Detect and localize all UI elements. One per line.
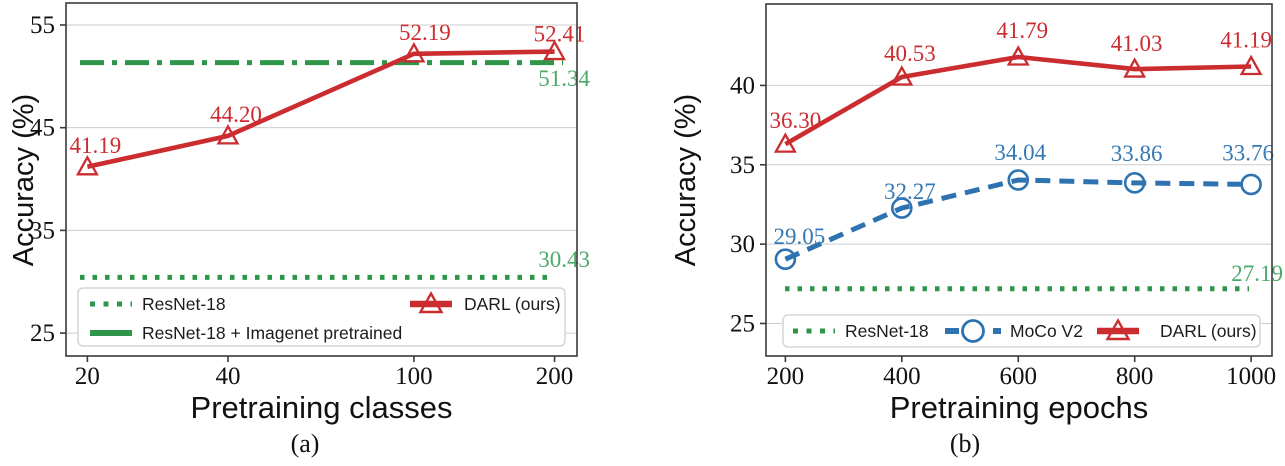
legend-triangle-marker (1105, 318, 1131, 341)
x-tick-label: 100 (395, 363, 433, 390)
point-value-label: 29.05 (774, 224, 826, 249)
series-line-darl-ours- (784, 54, 1252, 147)
panel-a-caption: (a) (290, 429, 320, 458)
x-tick-label: 800 (1116, 363, 1154, 390)
triangle-marker (216, 124, 240, 145)
y-tick-label: 35 (730, 152, 755, 179)
x-tick-label: 600 (999, 363, 1036, 390)
x-tick-label: 20 (75, 363, 100, 390)
panel-b-chart: 27.19 36.30 40.53 41.79 41.03 41.19 29.05 32.27… (730, 3, 1283, 390)
panel-b-caption: (b) (949, 429, 981, 458)
legend-label: DARL (ours) (1160, 321, 1257, 341)
axes-frame (65, 2, 578, 357)
triangle-marker (773, 132, 797, 153)
point-value-label: 52.19 (399, 20, 451, 45)
legend-triangle-marker (418, 291, 444, 314)
legend-label: ResNet-18 (142, 294, 226, 314)
y-tick-label: 30 (730, 231, 755, 258)
x-tick-label: 1000 (1226, 363, 1276, 390)
point-value-label: 40.53 (884, 41, 936, 66)
y-tick-label: 40 (730, 72, 755, 99)
circle-marker (1240, 173, 1262, 196)
y-tick-label: 45 (30, 115, 55, 142)
triangle-marker (402, 41, 426, 63)
point-value-label: 36.30 (770, 108, 822, 133)
point-value-label: 32.27 (884, 179, 936, 204)
baseline-value-label: 51.34 (538, 66, 590, 91)
triangle-marker (75, 154, 99, 176)
panel-b-x-axis-title: Pretraining epochs (889, 390, 1149, 425)
legend-label: ResNet-18 (845, 321, 929, 341)
point-value-label: 34.04 (994, 140, 1046, 165)
triangle-marker (1239, 54, 1263, 76)
point-value-label: 41.19 (70, 133, 122, 158)
point-value-label: 33.86 (1111, 141, 1163, 166)
point-value-label: 41.03 (1111, 31, 1163, 56)
triangle-marker (1006, 45, 1030, 66)
y-tick-label: 35 (30, 217, 55, 244)
panel-a-y-axis-title: Accuracy (%) (8, 93, 40, 267)
x-tick-label: 400 (883, 363, 921, 390)
y-tick-label: 25 (30, 320, 55, 347)
y-tick-label: 55 (30, 12, 55, 39)
series-line-darl-ours- (86, 49, 555, 170)
legend-circle-marker (961, 319, 985, 343)
circle-marker (891, 197, 913, 219)
legend-label: MoCo V2 (1010, 321, 1083, 341)
panel-b-y-axis-title: Accuracy (%) (670, 93, 702, 267)
baseline-value-label: 30.43 (538, 247, 590, 272)
x-tick-label: 40 (216, 363, 241, 390)
circle-marker (774, 248, 797, 270)
series-line-moco-v2 (784, 177, 1252, 262)
point-value-label: 41.19 (1220, 28, 1272, 53)
circle-marker (1123, 172, 1146, 194)
legend-label: DARL (ours) (464, 294, 561, 314)
point-value-label: 44.20 (210, 102, 262, 127)
triangle-marker (1123, 57, 1147, 78)
point-value-label: 33.76 (1222, 140, 1274, 165)
panel-a-x-axis-title: Pretraining classes (190, 390, 453, 425)
legend-label: ResNet-18 + Imagenet pretrained (142, 323, 402, 343)
baseline-value-label: 27.19 (1231, 261, 1283, 286)
x-tick-label: 200 (767, 363, 805, 390)
point-value-label: 41.79 (996, 18, 1048, 43)
triangle-marker (543, 39, 567, 61)
x-tick-label: 200 (536, 363, 574, 390)
triangle-marker (890, 65, 914, 86)
legend-box (782, 314, 1261, 348)
circle-marker (1007, 169, 1030, 191)
y-tick-label: 25 (730, 310, 755, 337)
